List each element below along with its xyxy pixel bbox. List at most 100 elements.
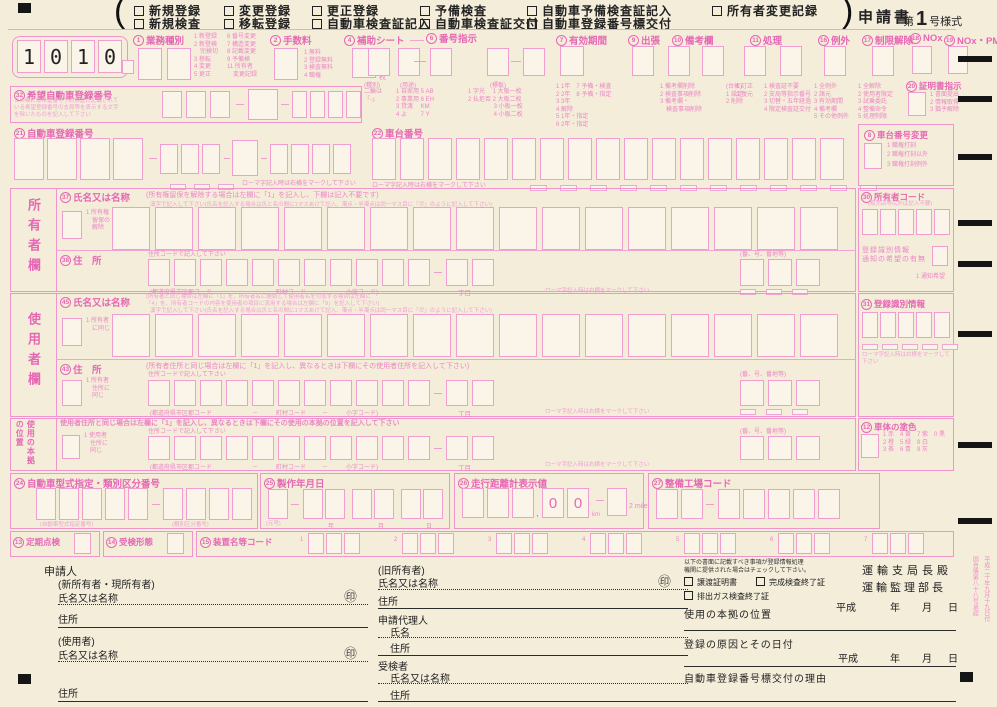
ocr-box[interactable] (542, 207, 580, 250)
ocr-box[interactable] (112, 314, 150, 357)
check-transfer-cert[interactable]: 譲渡証明書 (684, 577, 737, 588)
ocr-box[interactable] (680, 138, 704, 180)
checkbox[interactable] (684, 591, 693, 600)
ocr-box[interactable] (232, 488, 252, 520)
ocr-box[interactable] (768, 489, 790, 519)
checkbox[interactable] (527, 6, 537, 16)
ocr-box[interactable] (668, 46, 690, 76)
ocr-box[interactable] (248, 89, 278, 120)
romaji-mark-oval[interactable] (922, 344, 938, 350)
ocr-box[interactable] (456, 207, 494, 250)
ocr-box[interactable] (270, 144, 288, 174)
checkbox[interactable] (712, 6, 722, 16)
ocr-box[interactable] (880, 312, 896, 338)
ocr-box[interactable] (861, 434, 879, 458)
ocr-box[interactable] (532, 533, 548, 554)
check-completion-cert[interactable]: 完成検査終了証 (756, 577, 825, 588)
ocr-box[interactable] (181, 144, 199, 174)
ocr-box[interactable] (112, 207, 150, 250)
ocr-box[interactable] (607, 488, 627, 516)
ocr-box[interactable] (352, 489, 372, 519)
ocr-box[interactable] (413, 207, 451, 250)
ocr-box[interactable] (523, 48, 545, 76)
ocr-box[interactable] (186, 488, 206, 520)
ocr-box[interactable] (308, 533, 324, 554)
ocr-box[interactable] (718, 489, 740, 519)
ocr-box[interactable] (684, 533, 700, 554)
ocr-box[interactable] (374, 489, 394, 519)
ocr-box[interactable] (740, 436, 764, 460)
addr-entry-line[interactable] (378, 608, 688, 609)
ocr-box[interactable] (764, 138, 788, 180)
ocr-box[interactable] (472, 436, 494, 460)
ocr-box[interactable] (864, 143, 882, 169)
ocr-box[interactable] (872, 533, 888, 554)
ocr-box[interactable] (241, 314, 279, 357)
ocr-box[interactable] (174, 259, 196, 286)
ocr-box[interactable] (446, 380, 468, 406)
ocr-box[interactable] (325, 489, 345, 519)
ocr-box[interactable] (408, 259, 430, 286)
cause-entry-line[interactable] (684, 666, 956, 667)
ocr-box[interactable] (284, 207, 322, 250)
checkbox[interactable] (684, 577, 693, 586)
plate-reason-line[interactable] (684, 701, 956, 702)
ocr-box[interactable] (226, 380, 248, 406)
ocr-box[interactable] (148, 259, 170, 286)
ocr-box[interactable] (814, 533, 830, 554)
ocr-box[interactable] (714, 314, 752, 357)
ocr-box[interactable] (757, 207, 795, 250)
ocr-box[interactable] (671, 207, 709, 250)
ocr-box[interactable] (62, 435, 80, 459)
ocr-box[interactable] (628, 207, 666, 250)
ocr-box[interactable] (138, 48, 162, 80)
ocr-box[interactable] (744, 46, 766, 76)
checkbox[interactable] (420, 19, 430, 29)
addr-entry-line[interactable] (378, 655, 688, 656)
ocr-box[interactable] (80, 138, 110, 180)
ocr-box[interactable] (148, 380, 170, 406)
ocr-box[interactable] (303, 489, 323, 519)
check-inspection-cert-entry[interactable]: 自動車検査証記入 (312, 15, 431, 32)
checkbox[interactable] (527, 19, 537, 29)
romaji-mark-oval[interactable] (766, 289, 782, 295)
ocr-box[interactable] (346, 91, 361, 118)
ocr-box[interactable] (898, 312, 914, 338)
ocr-box[interactable] (226, 259, 248, 286)
check-owner-change-record[interactable]: 所有者変更記録 (712, 2, 818, 19)
ocr-box[interactable] (330, 380, 352, 406)
ocr-box[interactable] (585, 207, 623, 250)
checkbox[interactable] (312, 6, 322, 16)
check-change-registration[interactable]: 変更登録 (224, 2, 291, 19)
ocr-box[interactable] (370, 314, 408, 357)
ocr-box[interactable] (200, 436, 222, 460)
ocr-box[interactable] (162, 91, 182, 118)
ocr-box[interactable] (423, 489, 443, 519)
check-preliminary-inspection[interactable]: 予備検査 (420, 2, 487, 19)
ocr-box[interactable] (916, 312, 932, 338)
ocr-box[interactable] (113, 138, 143, 180)
ocr-box[interactable] (624, 138, 648, 180)
ocr-box[interactable] (356, 436, 378, 460)
ocr-box[interactable] (62, 380, 82, 406)
ocr-box[interactable] (456, 314, 494, 357)
ocr-box[interactable] (327, 314, 365, 357)
ocr-box[interactable] (174, 436, 196, 460)
ocr-box[interactable] (768, 436, 792, 460)
ocr-box[interactable] (344, 533, 360, 554)
checkbox[interactable] (224, 6, 234, 16)
ocr-box[interactable] (368, 48, 390, 76)
ocr-box[interactable] (890, 533, 906, 554)
ocr-box[interactable] (268, 489, 288, 519)
romaji-mark-oval[interactable] (218, 184, 234, 190)
ocr-box[interactable] (278, 259, 300, 286)
ocr-box[interactable] (487, 488, 509, 518)
ocr-box[interactable] (167, 533, 184, 554)
ocr-box[interactable] (304, 380, 326, 406)
ocr-box[interactable] (934, 312, 950, 338)
name-entry-line[interactable] (58, 661, 368, 662)
ocr-box[interactable] (304, 436, 326, 460)
ocr-box[interactable] (514, 533, 530, 554)
checkbox[interactable] (134, 19, 144, 29)
ocr-box[interactable] (47, 138, 77, 180)
